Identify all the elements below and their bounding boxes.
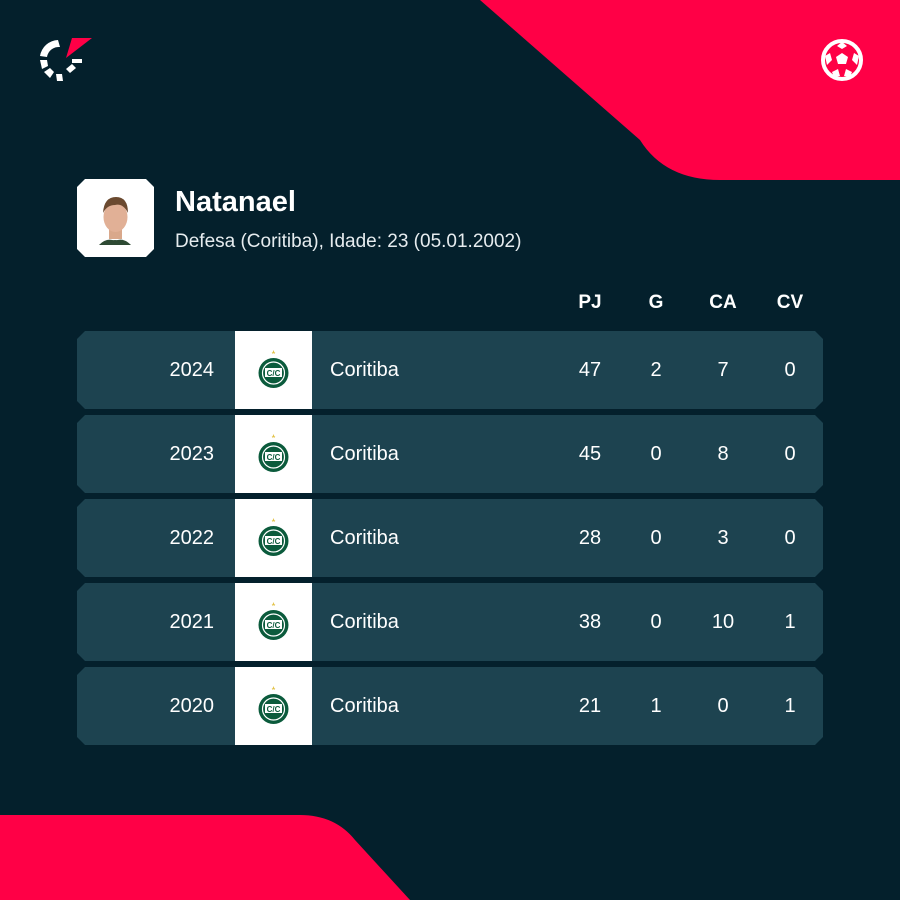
ca-value: 7 xyxy=(717,359,729,381)
svg-text:C/C: C/C xyxy=(267,621,281,630)
ca-value: 10 xyxy=(711,611,735,633)
pj-value: 21 xyxy=(578,695,602,717)
column-header-cv: CV xyxy=(776,292,804,313)
coritiba-crest-icon: C/C xyxy=(235,499,312,577)
cv-value: 1 xyxy=(784,695,796,717)
cv-value: 0 xyxy=(784,443,796,465)
g-value: 0 xyxy=(650,611,662,633)
svg-text:C/C: C/C xyxy=(267,705,281,714)
svg-text:C/C: C/C xyxy=(267,453,281,462)
g-value: 0 xyxy=(650,443,662,465)
table-row[interactable]: 2022 C/C Coritiba 28 0 3 0 xyxy=(77,499,823,577)
player-details: Defesa (Coritiba), Idade: 23 (05.01.2002… xyxy=(175,231,522,252)
flashscore-logo-icon xyxy=(40,38,92,81)
column-header-g: G xyxy=(648,292,664,313)
club-name: Coritiba xyxy=(330,527,399,549)
ca-value: 0 xyxy=(717,695,729,717)
g-value: 1 xyxy=(650,695,662,717)
g-value: 0 xyxy=(650,527,662,549)
pj-value: 47 xyxy=(578,359,602,381)
season: 2021 xyxy=(169,611,215,633)
season: 2023 xyxy=(169,443,215,465)
column-header-pj: PJ xyxy=(578,292,602,313)
cv-value: 0 xyxy=(784,359,796,381)
coritiba-crest-icon: C/C xyxy=(235,583,312,661)
svg-text:C/C: C/C xyxy=(267,537,281,546)
football-icon xyxy=(821,39,863,81)
player-photo xyxy=(77,179,154,257)
column-header-ca: CA xyxy=(709,292,737,313)
season: 2020 xyxy=(169,695,215,717)
table-row[interactable]: 2021 C/C Coritiba 38 0 10 1 xyxy=(77,583,823,661)
club-name: Coritiba xyxy=(330,359,399,381)
season: 2022 xyxy=(169,527,215,549)
season: 2024 xyxy=(169,359,215,381)
pj-value: 45 xyxy=(578,443,602,465)
cv-value: 1 xyxy=(784,611,796,633)
coritiba-crest-icon: C/C xyxy=(235,331,312,409)
player-name: Natanael xyxy=(175,186,296,218)
coritiba-crest-icon: C/C xyxy=(235,667,312,745)
table-row[interactable]: 2020 C/C Coritiba 21 1 0 1 xyxy=(77,667,823,745)
pj-value: 28 xyxy=(578,527,602,549)
coritiba-crest-icon: C/C xyxy=(235,415,312,493)
ca-value: 8 xyxy=(717,443,729,465)
table-row[interactable]: 2024 C/C Coritiba 47 2 7 0 xyxy=(77,331,823,409)
svg-text:C/C: C/C xyxy=(267,369,281,378)
club-name: Coritiba xyxy=(330,695,399,717)
cv-value: 0 xyxy=(784,527,796,549)
club-name: Coritiba xyxy=(330,443,399,465)
ca-value: 3 xyxy=(717,527,729,549)
g-value: 2 xyxy=(650,359,662,381)
table-row[interactable]: 2023 C/C Coritiba 45 0 8 0 xyxy=(77,415,823,493)
club-name: Coritiba xyxy=(330,611,399,633)
pj-value: 38 xyxy=(578,611,602,633)
